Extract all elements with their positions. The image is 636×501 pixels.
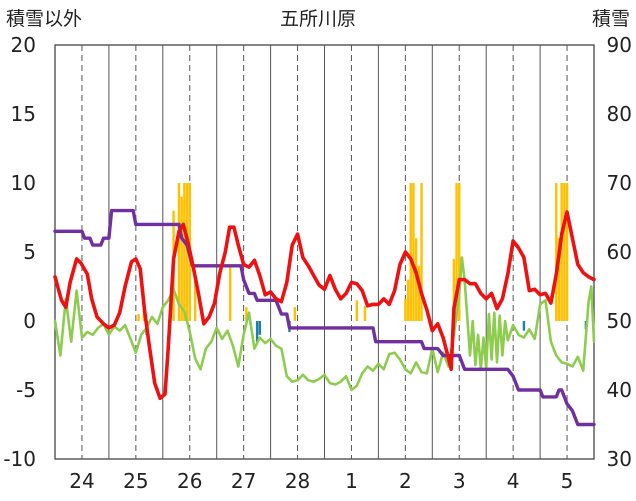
x-tick-label: 28	[285, 469, 310, 493]
snow_depth-line	[53, 208, 596, 427]
snowfall-bar	[555, 183, 558, 321]
y-left-tick-label: 10	[11, 171, 36, 195]
y-left-tick-label: 5	[23, 240, 36, 264]
y-right-tick-label: 50	[607, 309, 632, 333]
y-left-tick-label: -10	[3, 447, 36, 471]
y-right-tick-label: 30	[607, 447, 632, 471]
x-tick-label: 5	[561, 469, 574, 493]
snowfall-bar	[455, 183, 458, 321]
x-tick-label: 3	[453, 469, 466, 493]
snowfall-bar	[565, 183, 569, 321]
y-left-tick-label: 15	[11, 102, 36, 126]
snowfall-bar	[185, 183, 189, 321]
snowfall-bar	[452, 258, 456, 321]
snowfall-bar	[404, 298, 407, 321]
y-left-tick-label: 0	[23, 309, 36, 333]
snowfall-bar	[417, 265, 421, 321]
y-left-tick-label: 20	[11, 33, 36, 57]
snowfall-bar	[412, 183, 415, 321]
snowfall-bar	[458, 183, 461, 321]
y-right-tick-label: 60	[607, 240, 632, 264]
precip-bar	[522, 321, 526, 331]
snowfall-bar	[557, 238, 561, 321]
left-axis-label: 積雪以外	[6, 8, 82, 30]
snowfall-bar	[563, 183, 566, 321]
right-axis-label: 積雪	[592, 8, 630, 30]
y-right-tick-label: 70	[607, 171, 632, 195]
snowfall-bar	[228, 265, 232, 321]
x-tick-label: 25	[123, 469, 148, 493]
snowfall-bar	[420, 183, 423, 321]
snowfall-bar	[177, 183, 181, 321]
precip-bar	[258, 321, 262, 335]
y-right-tick-label: 90	[607, 33, 632, 57]
x-tick-label: 27	[231, 469, 256, 493]
y-left-tick-label: -5	[16, 378, 36, 402]
snowfall-bar	[137, 314, 140, 321]
chart-title: 五所川原	[280, 8, 356, 30]
x-tick-label: 1	[345, 469, 358, 493]
snowfall-bar	[406, 279, 410, 321]
snowfall-bar	[245, 307, 248, 321]
snowfall-bar	[293, 307, 297, 321]
snowfall-bar	[409, 183, 412, 321]
snowfall-bar	[183, 183, 186, 321]
y-right-tick-label: 80	[607, 102, 632, 126]
x-tick-label: 4	[507, 469, 520, 493]
x-tick-label: 24	[69, 469, 94, 493]
snowfall-bar	[180, 196, 183, 321]
snowfall-bar	[193, 279, 197, 321]
x-tick-label: 26	[177, 469, 202, 493]
precip-bar	[255, 321, 259, 342]
x-tick-label: 2	[399, 469, 412, 493]
y-right-tick-label: 40	[607, 378, 632, 402]
snowfall-bar	[355, 300, 359, 321]
snowfall-bar	[363, 305, 367, 321]
other-line	[53, 256, 596, 392]
snowfall-bar	[560, 183, 563, 321]
temperature-line	[53, 210, 596, 401]
